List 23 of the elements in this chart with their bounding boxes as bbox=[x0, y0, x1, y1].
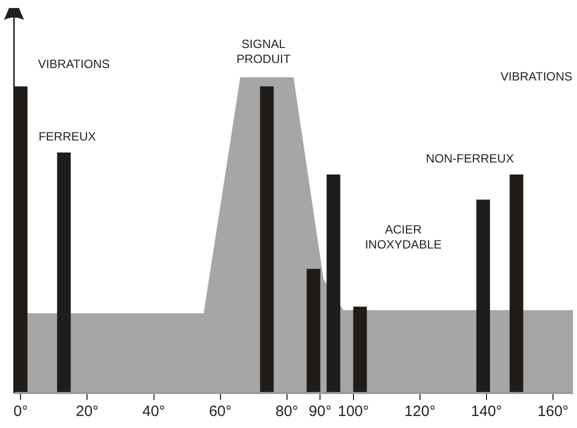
x-tick-label: 90° bbox=[308, 403, 332, 420]
text: SIGNAL PRODUIT bbox=[236, 36, 292, 66]
x-tick-label: 160° bbox=[538, 403, 569, 420]
bar bbox=[260, 86, 274, 392]
x-tick-label: 0° bbox=[13, 403, 28, 420]
bar bbox=[57, 152, 71, 392]
x-tick-label: 120° bbox=[404, 403, 436, 420]
bar bbox=[510, 174, 524, 392]
x-tick-label: 100° bbox=[338, 403, 369, 420]
x-tick-label: 80° bbox=[276, 403, 298, 420]
annotation: VIBRATIONS bbox=[500, 70, 572, 84]
bar bbox=[353, 306, 367, 392]
annotation: ACIER INOXYDABLE bbox=[364, 222, 442, 252]
x-tick-label: 40° bbox=[142, 403, 166, 420]
bar bbox=[476, 200, 490, 392]
bar bbox=[326, 174, 340, 392]
x-tick-label: 60° bbox=[208, 403, 232, 420]
x-tick-label: 20° bbox=[76, 403, 99, 420]
text: VIBRATIONS bbox=[38, 56, 110, 71]
annotation: FERREUX bbox=[38, 129, 96, 144]
bar bbox=[306, 268, 320, 392]
x-tick-label: 140° bbox=[470, 403, 502, 420]
annotation: NON-FERREUX bbox=[426, 151, 514, 166]
